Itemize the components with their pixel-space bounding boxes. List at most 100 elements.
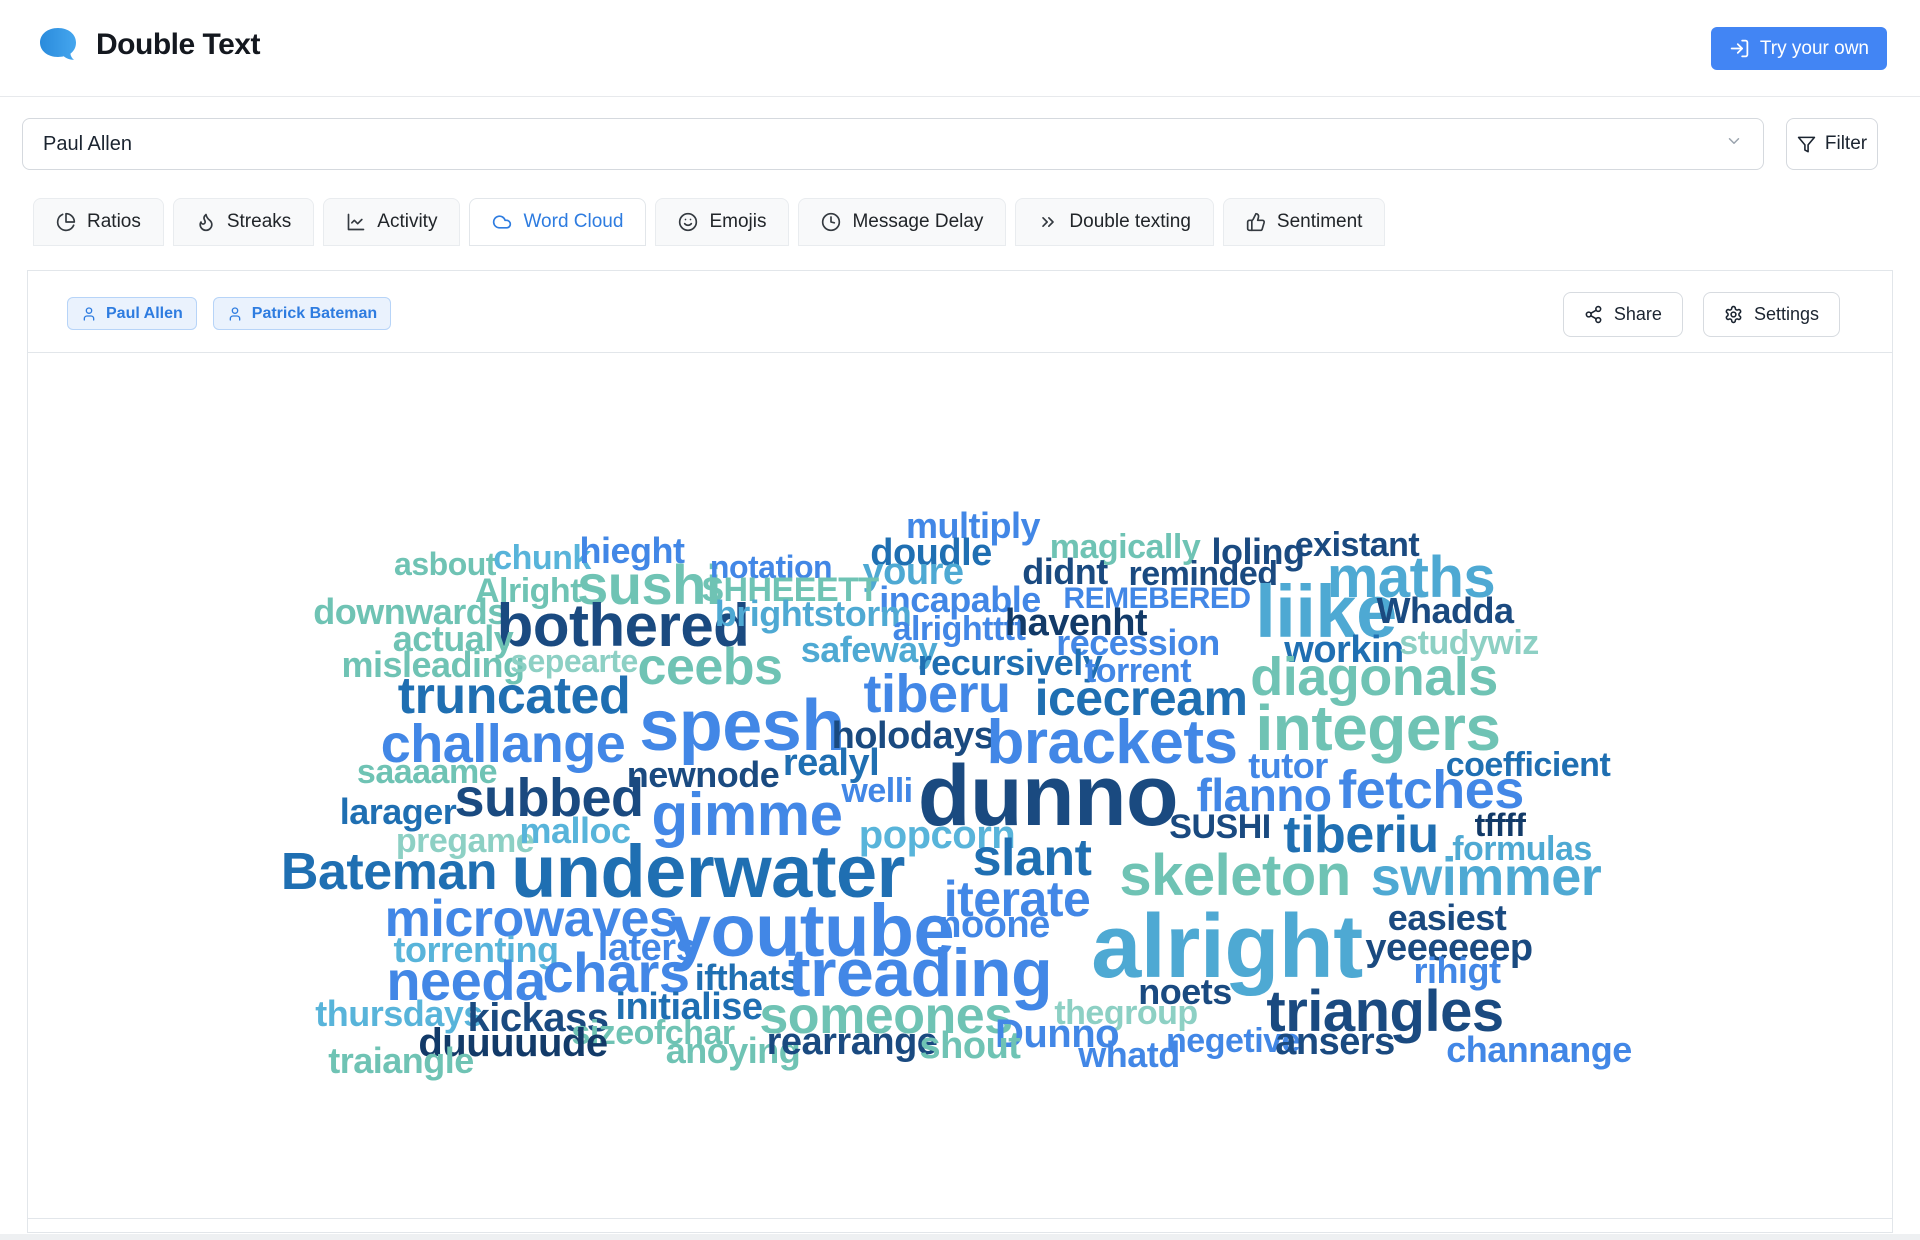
tab-label: Activity [377, 211, 438, 232]
cloud-word: underwater [511, 830, 905, 913]
cloud-word: youtube [669, 889, 955, 972]
cloud-word: skeleton [1119, 843, 1351, 908]
cloud-word: liike [1255, 570, 1397, 653]
settings-button[interactable]: Settings [1702, 292, 1840, 337]
tab-word-cloud[interactable]: Word Cloud [469, 198, 647, 246]
tab-activity[interactable]: Activity [323, 198, 461, 246]
cloud-word: traiangle [328, 1040, 474, 1081]
tab-emojis[interactable]: Emojis [655, 198, 790, 246]
cloud-word: sushi [577, 553, 721, 616]
cloud-word: doudle [870, 532, 992, 574]
cloud-word: icecream [1034, 670, 1248, 726]
cloud-word: yeeeeeep [1365, 927, 1533, 969]
cloud-word: newnode [626, 754, 780, 795]
cloud-word: chunk [493, 539, 591, 577]
word-cloud-box: multiply asbout chunk hieght sushi notation do… [28, 352, 1892, 1219]
cloud-word: slant [972, 829, 1092, 887]
cloud-word: thursdays [315, 993, 483, 1034]
cloud-word: laters [597, 927, 697, 969]
cloud-word: flanno [1196, 769, 1332, 821]
cloud-word: noone [938, 904, 1050, 946]
cloud-word: coefficient [1445, 746, 1611, 784]
cloud-word: kickass [467, 996, 609, 1040]
cloud-word: alright [1091, 897, 1363, 997]
cloud-word: safeway [800, 629, 938, 670]
cloud-word: brackets [986, 708, 1238, 777]
cloud-word: ceebs [637, 638, 783, 696]
cloud-word: loling [1211, 531, 1305, 572]
share-button[interactable]: Share [1562, 292, 1683, 337]
cloud-word: channange [1446, 1029, 1632, 1070]
cloud-word: tffff [1474, 807, 1526, 843]
pie-chart-icon [56, 212, 76, 232]
tab-label: Emojis [709, 211, 767, 232]
tab-bar: Ratios Streaks Activity Word Cloud Emoji… [33, 198, 1386, 246]
try-your-own-button[interactable]: Try your own [1710, 27, 1887, 70]
cloud-word: treading [787, 935, 1053, 1011]
cloud-word: dunno [917, 748, 1179, 844]
cloud-word: brightstorm [714, 593, 912, 634]
tab-sentiment[interactable]: Sentiment [1222, 198, 1386, 246]
cloud-word: subbed [454, 768, 644, 828]
cloud-word: saaaame [356, 753, 498, 791]
chip-label: Patrick Bateman [251, 304, 378, 322]
cloud-word: iterate [943, 871, 1091, 927]
tab-label: Word Cloud [523, 211, 624, 232]
cloud-word: duuuuude [418, 1021, 608, 1065]
person-chips: Paul Allen Patrick Bateman [67, 297, 392, 330]
share-label: Share [1613, 304, 1662, 324]
cloud-word: rihigt [1413, 950, 1501, 991]
cloud-word: ansers [1275, 1021, 1395, 1063]
cloud-word: whatd [1078, 1034, 1180, 1075]
tab-message-delay[interactable]: Message Delay [798, 198, 1007, 246]
filter-button[interactable]: Filter [1786, 118, 1878, 170]
person-select-value: Paul Allen [43, 132, 132, 155]
cloud-word: popcorn [858, 813, 1016, 857]
cloud-word: realyl [782, 742, 880, 784]
cloud-word: tiberiu [1283, 806, 1439, 864]
cloud-word: integers [1255, 692, 1501, 764]
cloud-word: youre [862, 551, 964, 593]
cloud-word: existant [1294, 526, 1420, 564]
cloud-word: misleading [341, 644, 525, 685]
cloud-word: alrightttt [892, 610, 1026, 648]
brand: Double Text [38, 26, 260, 64]
cloud-icon [493, 215, 512, 229]
cloud-word: actualy [392, 618, 514, 659]
cloud-word: magically [1049, 528, 1201, 566]
tab-double-texting[interactable]: Double texting [1015, 198, 1214, 246]
line-chart-icon [347, 213, 365, 231]
cloud-word: reminded [1128, 555, 1278, 593]
tab-streaks[interactable]: Streaks [172, 198, 315, 246]
cloud-word: anoying [665, 1030, 801, 1071]
word-cloud-panel: Paul Allen Patrick Bateman Share Setting… [27, 270, 1893, 1233]
cloud-word: notation [709, 549, 833, 585]
chip-paul-allen[interactable]: Paul Allen [67, 297, 197, 330]
flame-icon [199, 213, 213, 232]
cloud-word: formulas [1452, 830, 1592, 868]
clock-icon [822, 212, 841, 232]
tab-ratios[interactable]: Ratios [33, 198, 164, 246]
panel-toolbar: Paul Allen Patrick Bateman Share Setting… [28, 271, 1892, 352]
cloud-word: sepearte [510, 643, 638, 679]
person-select[interactable]: Paul Allen [22, 118, 1764, 170]
cloud-word: thegroup [1054, 994, 1198, 1032]
cloud-word: havenht [1004, 602, 1148, 644]
cloud-word: diagonals [1250, 647, 1498, 707]
try-your-own-label: Try your own [1759, 37, 1869, 59]
cloud-word: spesh [639, 686, 845, 766]
tab-label: Double texting [1069, 211, 1191, 232]
cloud-word: microwaves [384, 890, 678, 948]
cloud-word: needa [386, 949, 546, 1012]
cloud-word: Alright [474, 572, 582, 610]
cloud-word: asbout [394, 546, 496, 582]
cloud-word: pregame [395, 822, 535, 860]
tab-label: Streaks [226, 211, 292, 232]
cloud-word: Bateman [280, 843, 498, 901]
cloud-word: fetches [1338, 760, 1524, 820]
cloud-word: multiply [905, 505, 1041, 546]
chip-patrick-bateman[interactable]: Patrick Bateman [212, 297, 392, 330]
app-header: Double Text Try your own [0, 0, 1920, 97]
log-in-icon [1730, 39, 1749, 58]
cloud-word: recursively [917, 642, 1103, 683]
